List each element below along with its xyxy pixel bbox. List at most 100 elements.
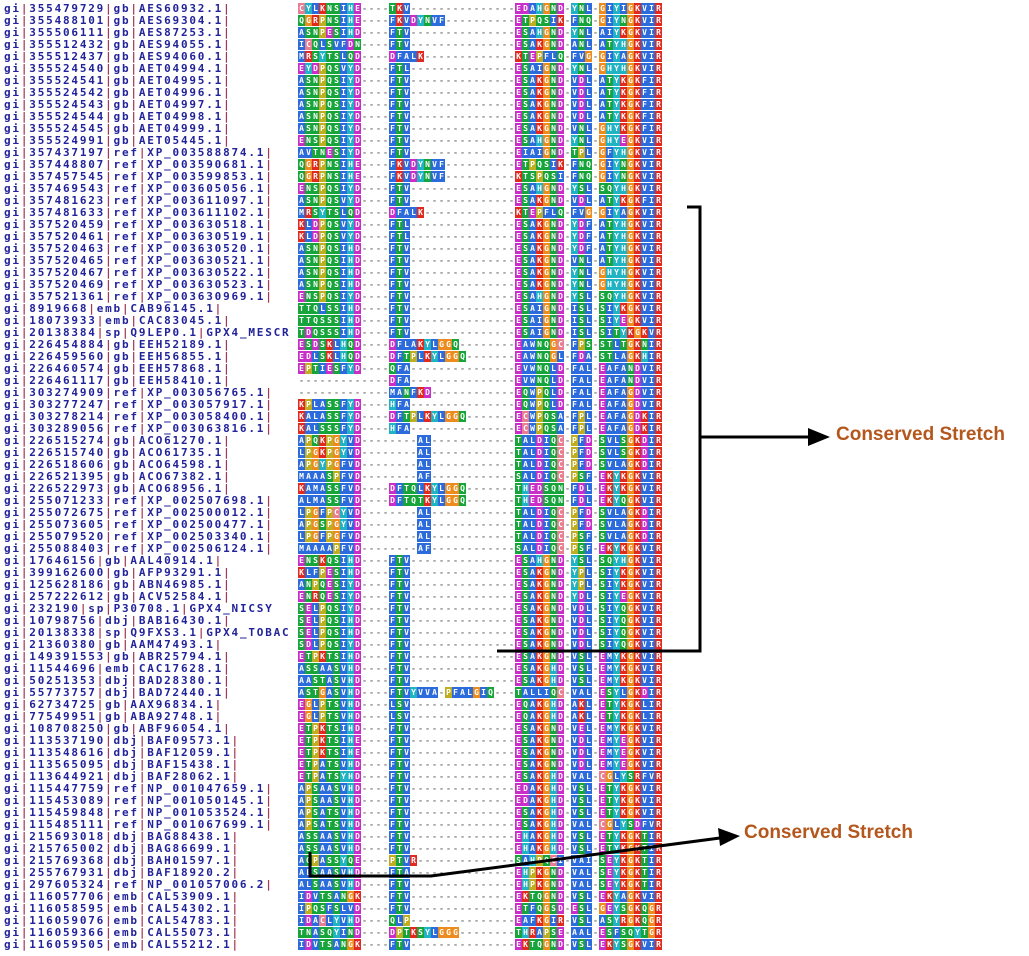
residue-cell: N [641,339,648,350]
residue-cell: T [396,87,403,98]
gap-cell: - [460,268,465,277]
residue-cell: D [557,387,564,398]
id-separator: | [20,494,30,507]
residue-cell: K [319,651,326,662]
residue-cell: V [403,675,410,686]
gap-cell: - [425,208,430,217]
residue-cell: C [557,435,564,446]
gap-cell: - [383,256,388,265]
gap-cell: - [446,424,451,433]
sequence-row: gi|355524541|gb|AET04995.1| A S N P Q S I Y D - - - -… [4,75,662,87]
residue-cell: N [326,3,333,14]
gap-cell: - [467,376,472,385]
gap-cell: - [383,376,388,385]
sequence-row: gi|11544696|emb|CAC17628.1| A S S A A S V H D - - - -… [4,663,662,675]
residue-cell: P [536,399,543,410]
gap-cell: - [369,892,374,901]
gap-cell: - [474,616,479,625]
sequence-row: gi|50251353|dbj|BAD28380.1| A A S T A S V H D - - - -… [4,675,662,687]
residue-cell: Y [347,231,354,242]
residue-cell: A [529,711,536,722]
gap-cell: - [460,376,465,385]
gap-cell: - [411,640,416,649]
residue-cell: E [599,735,606,746]
residue-cell: V [641,891,648,902]
residue-cell: G [543,243,550,254]
gap-cell: - [404,436,409,445]
gap-cell: - [425,808,430,817]
residue-cell: K [536,627,543,638]
residue-cell: N [578,27,585,38]
gap-cell: - [460,700,465,709]
residue-cell: N [305,579,312,590]
gap-cell: - [453,892,458,901]
residue-cell: E [599,663,606,674]
residue-cell: N [550,723,557,734]
residue-cell: L [305,219,312,230]
gap-cell: - [467,556,472,565]
residue-cell: F [389,627,396,638]
gap-cell: - [502,112,507,121]
residue-cell: V [641,723,648,734]
gap-cell: - [502,136,507,145]
gap-cell: - [593,856,598,865]
residue-cell: I [648,663,655,674]
residue-cell: S [298,639,305,650]
id-separator: | [138,758,148,771]
residue-cell: D [354,759,361,770]
gap-cell: - [376,352,381,361]
residue-cell: Q [543,375,550,386]
id-separator: | [105,386,114,399]
residue-cell: G [543,843,550,854]
residue-cell: V [347,459,354,470]
gap-cell: - [411,184,416,193]
gap-cell: - [481,652,486,661]
residue-cell: V [641,807,648,818]
gap-cell: - [383,904,388,913]
residue-cell: A [599,87,606,98]
sequence-id: gi|113548616|dbj|BAF12059.1| [4,746,240,759]
residue-cell: N [340,891,347,902]
residue-cell: A [396,387,403,398]
residue-cell: D [578,483,585,494]
residue-cell: Y [613,663,620,674]
gap-cell: - [495,580,500,589]
residue-cell: V [571,723,578,734]
gap-cell: - [432,568,437,577]
residue-cell: E [515,939,522,950]
gap-cell: - [453,88,458,97]
gap-cell: - [495,100,500,109]
residue-cell: A [305,471,312,482]
gap-cell: - [467,724,472,733]
residue-cell: Y [319,51,326,62]
residue-cell: V [571,915,578,926]
residue-cell: S [312,135,319,146]
residue-cell: F [571,339,578,350]
residue-cell: D [557,939,564,950]
gap-cell: - [509,4,514,13]
gap-cell: - [509,760,514,769]
residue-cell: E [515,387,522,398]
residue-cell: S [522,651,529,662]
residue-cell: L [312,603,319,614]
residue-cell: E [515,831,522,842]
residue-cell: E [599,831,606,842]
gap-cell: - [509,100,514,109]
gap-cell: - [411,544,416,553]
gap-cell: - [460,160,465,169]
residue-cell: T [305,735,312,746]
residue-cell: G [627,195,634,206]
residue-cell: S [578,471,585,482]
id-separator: | [138,290,148,303]
residue-cell: V [347,903,354,914]
gap-cell: - [509,16,514,25]
residue-cell: D [557,555,564,566]
gap-cell: - [369,220,374,229]
residue-cell: V [641,483,648,494]
gap-cell: - [474,856,479,865]
residue-cell: V [403,111,410,122]
gap-cell: - [446,184,451,193]
residue-cell: F [389,75,396,86]
residue-cell: R [655,651,662,662]
residue-cell: F [389,747,396,758]
